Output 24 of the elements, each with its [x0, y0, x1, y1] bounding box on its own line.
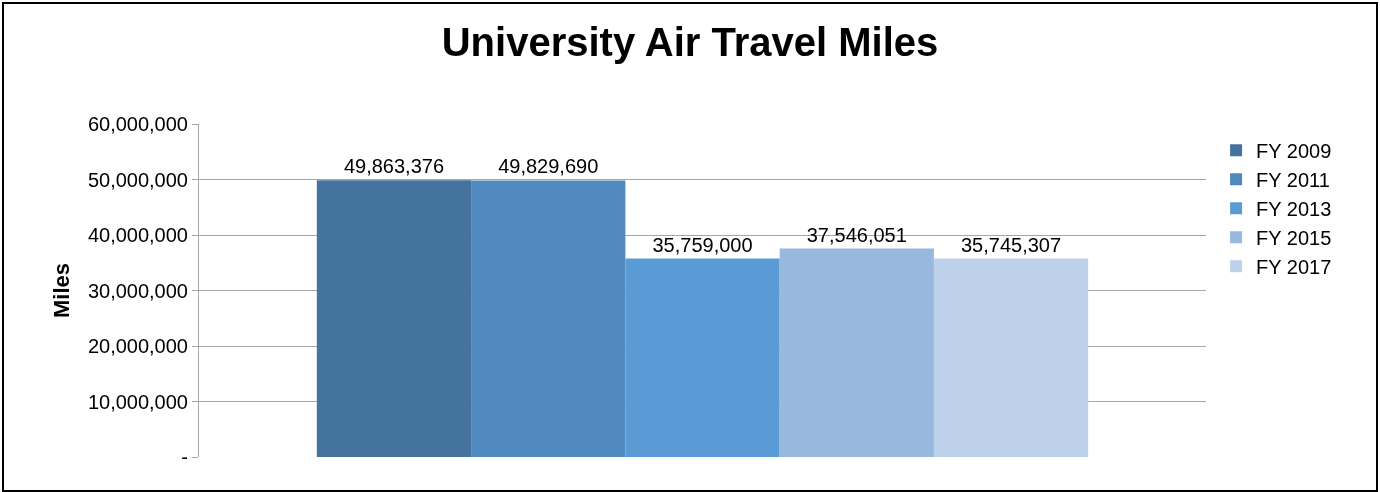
- bar: [625, 258, 780, 457]
- y-tick-label: 30,000,000: [87, 279, 188, 302]
- bar: [779, 248, 934, 457]
- legend-label: FY 2009: [1256, 139, 1332, 162]
- data-label: 37,546,051: [806, 223, 907, 246]
- y-tick-label: 10,000,000: [87, 390, 188, 413]
- y-tick-label: 40,000,000: [87, 224, 188, 246]
- bar: [933, 258, 1089, 457]
- data-label: 35,745,307: [960, 233, 1062, 256]
- legend-label: FY 2017: [1256, 255, 1332, 278]
- y-axis-title: Miles: [48, 262, 74, 319]
- data-label: 35,759,000: [652, 233, 753, 256]
- y-tick-label: 60,000,000: [87, 113, 188, 135]
- bar: [316, 180, 472, 457]
- data-label: 49,863,376: [343, 155, 445, 178]
- y-tick-label: 20,000,000: [87, 335, 188, 357]
- y-tick-label: 50,000,000: [87, 168, 188, 191]
- bar: [471, 180, 626, 457]
- legend-label: FY 2011: [1256, 168, 1330, 191]
- legend-label: FY 2015: [1256, 226, 1332, 249]
- data-label: 49,829,690: [498, 155, 599, 178]
- legend-label: FY 2013: [1256, 197, 1332, 220]
- y-tick-label: -: [181, 446, 188, 468]
- chart-title: University Air Travel Miles: [441, 20, 939, 65]
